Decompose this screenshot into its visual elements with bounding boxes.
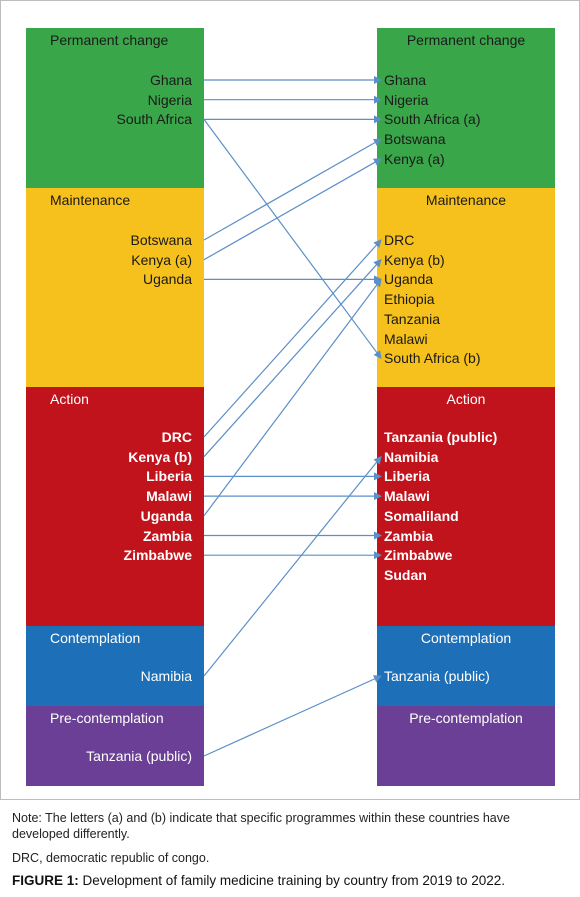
country-kenya-a: Kenya (a)	[131, 251, 192, 268]
right-stage-permanent-change: Permanent change Ghana Nigeria South Africa…	[377, 28, 555, 188]
right-stage-maintenance: Maintenance DRC Kenya (b) Uganda Ethiopia Tan…	[377, 188, 555, 387]
country-nigeria: Nigeria	[384, 91, 429, 108]
country-somaliland: Somaliland	[384, 507, 459, 524]
country-kenya-b: Kenya (b)	[128, 448, 192, 465]
left-stage-contemplation: Contemplation Namibia	[26, 626, 204, 706]
arrow-kenya-b-to-kenya-b	[203, 258, 382, 458]
arrow-namibia-to-namibia	[203, 455, 382, 677]
country-botswana: Botswana	[384, 131, 446, 148]
stage-title: Maintenance	[425, 192, 507, 208]
country-south-africa-b: South Africa (b)	[384, 350, 481, 367]
right-stage-contemplation: Contemplation Tanzania (public)	[377, 626, 555, 706]
arrow-south-africa-to-south-africa-b	[203, 119, 382, 360]
stage-title: Action	[50, 391, 89, 407]
stage-title: Maintenance	[50, 192, 131, 208]
figure-note: Note: The letters (a) and (b) indicate t…	[12, 811, 510, 841]
right-stage-pre-contemplation: Pre-contemplation	[377, 706, 555, 786]
stage-title: Pre-contemplation	[50, 710, 164, 726]
arrow-tanzania-public-to-tanzania-public	[203, 675, 382, 757]
arrow-kenya-a-to-kenya-a	[203, 158, 382, 261]
stage-title: Contemplation	[50, 630, 141, 646]
arrow-uganda-to-uganda	[203, 278, 382, 517]
right-stage-action: Action Tanzania (public) Namibia Liberia Mal…	[377, 387, 555, 626]
stage-title: Permanent change	[406, 32, 526, 48]
stage-title: Action	[446, 391, 486, 407]
stage-title: Pre-contemplation	[409, 710, 523, 726]
country-uganda: Uganda	[140, 507, 192, 524]
caption-text: Development of family medicine training …	[78, 873, 505, 888]
country-liberia: Liberia	[146, 468, 192, 485]
country-ethiopia: Ethiopia	[384, 291, 435, 308]
country-zimbabwe: Zimbabwe	[123, 547, 192, 564]
country-tanzania: Tanzania	[384, 310, 441, 327]
country-nigeria: Nigeria	[147, 91, 192, 108]
stage-title: Permanent change	[50, 32, 169, 48]
country-kenya-b: Kenya (b)	[384, 251, 445, 268]
country-uganda: Uganda	[142, 271, 192, 288]
country-uganda: Uganda	[384, 271, 434, 288]
country-zambia: Zambia	[384, 527, 434, 544]
country-namibia: Namibia	[140, 668, 192, 684]
figure-caption: FIGURE 1: Development of family medicine…	[12, 873, 505, 888]
country-south-africa: South Africa	[116, 111, 193, 128]
country-zimbabwe: Zimbabwe	[384, 547, 453, 564]
abbreviation-note: DRC, democratic republic of congo.	[12, 851, 210, 865]
country-south-africa-a: South Africa (a)	[384, 111, 481, 128]
country-botswana: Botswana	[130, 232, 192, 248]
caption-label: FIGURE 1:	[12, 873, 79, 888]
figure-frame: Permanent change Ghana Nigeria South Africa…	[0, 0, 580, 800]
country-ghana: Ghana	[384, 72, 427, 88]
country-tanzania-public: Tanzania (public)	[86, 748, 192, 764]
country-malawi: Malawi	[384, 330, 428, 347]
country-zambia: Zambia	[142, 527, 192, 544]
country-tanzania-public: Tanzania (public)	[384, 668, 490, 684]
country-malawi: Malawi	[146, 488, 192, 505]
country-sudan: Sudan	[384, 566, 427, 583]
left-stage-pre-contemplation: Pre-contemplation Tanzania (public)	[26, 706, 204, 786]
country-malawi: Malawi	[384, 488, 430, 505]
left-stage-permanent-change: Permanent change Ghana Nigeria South Africa	[26, 28, 204, 188]
country-namibia: Namibia	[384, 448, 439, 465]
left-stage-action: Action DRC Kenya (b) Liberia Malawi Uganda Zam…	[26, 387, 204, 626]
country-liberia: Liberia	[384, 468, 430, 485]
country-kenya-a: Kenya (a)	[384, 150, 445, 167]
country-drc: DRC	[161, 429, 192, 445]
country-tanzania-public: Tanzania (public)	[384, 429, 498, 445]
left-stage-maintenance: Maintenance Botswana Kenya (a) Uganda	[26, 188, 204, 387]
stage-title: Contemplation	[420, 630, 512, 646]
country-drc: DRC	[384, 232, 415, 248]
arrow-botswana-to-botswana	[203, 138, 382, 241]
arrow-drc-to-drc	[203, 239, 382, 438]
country-ghana: Ghana	[149, 72, 192, 88]
